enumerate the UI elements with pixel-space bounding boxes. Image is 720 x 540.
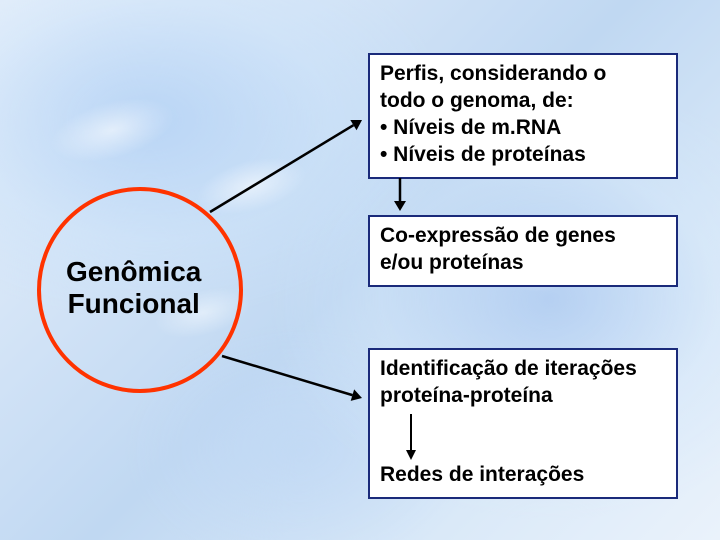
box3-line-2: proteína-proteína — [380, 383, 666, 410]
box1-line-4: • Níveis de proteínas — [380, 142, 666, 169]
box2-line-1: Co-expressão de genes — [380, 223, 666, 250]
box1-line-1: Perfis, considerando o — [380, 61, 666, 88]
box-profiles: Perfis, considerando o todo o genoma, de… — [368, 53, 678, 179]
central-title: Genômica Funcional — [66, 256, 201, 320]
arrow-down-icon — [402, 414, 420, 460]
box2-line-2: e/ou proteínas — [380, 250, 666, 277]
box3-line-1: Identificação de iterações — [380, 356, 666, 383]
title-line-1: Genômica — [66, 256, 201, 287]
box1-line-3: • Níveis de m.RNA — [380, 115, 666, 142]
title-line-2: Funcional — [68, 288, 200, 319]
box3-line-3: Redes de interações — [380, 462, 666, 489]
box1-line-2: todo o genoma, de: — [380, 88, 666, 115]
box-interactions: Identificação de iterações proteína-prot… — [368, 348, 678, 499]
box-coexpression: Co-expressão de genes e/ou proteínas — [368, 215, 678, 287]
